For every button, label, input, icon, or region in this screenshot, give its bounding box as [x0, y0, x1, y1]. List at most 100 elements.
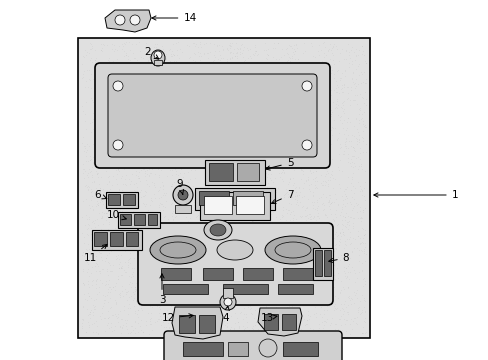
- Point: [116, 309, 123, 314]
- Point: [189, 104, 197, 110]
- Point: [337, 168, 345, 174]
- Point: [112, 244, 120, 250]
- Point: [201, 69, 208, 75]
- Point: [337, 233, 345, 239]
- Point: [135, 101, 143, 107]
- Point: [360, 232, 367, 238]
- Point: [288, 175, 296, 181]
- Point: [136, 282, 143, 288]
- Point: [88, 203, 96, 209]
- Point: [199, 275, 206, 281]
- Point: [97, 97, 104, 103]
- Point: [214, 159, 222, 165]
- Ellipse shape: [224, 298, 231, 306]
- Point: [243, 171, 250, 176]
- Point: [121, 41, 128, 46]
- Point: [212, 245, 220, 251]
- Point: [120, 307, 128, 312]
- Point: [280, 120, 287, 125]
- Point: [132, 149, 140, 155]
- Ellipse shape: [113, 81, 123, 91]
- Point: [127, 178, 135, 184]
- Point: [127, 323, 135, 329]
- Point: [259, 114, 267, 120]
- Point: [333, 326, 341, 332]
- Point: [273, 40, 281, 46]
- Point: [229, 325, 237, 331]
- Point: [171, 185, 179, 191]
- Point: [172, 142, 180, 148]
- Point: [313, 120, 321, 126]
- Point: [111, 191, 119, 197]
- Point: [204, 290, 212, 296]
- Point: [169, 217, 177, 223]
- Point: [165, 91, 173, 96]
- Point: [268, 283, 276, 289]
- Point: [353, 81, 361, 87]
- Point: [353, 63, 361, 69]
- Point: [142, 171, 150, 177]
- Point: [321, 111, 328, 117]
- Point: [113, 171, 121, 176]
- Point: [338, 70, 346, 76]
- Point: [142, 214, 149, 220]
- Point: [290, 81, 298, 86]
- Point: [342, 96, 350, 102]
- Point: [304, 176, 311, 182]
- Point: [356, 69, 364, 75]
- Point: [240, 77, 247, 83]
- Point: [343, 275, 350, 280]
- Point: [279, 286, 286, 292]
- Point: [318, 98, 325, 104]
- Point: [218, 312, 226, 318]
- Point: [299, 103, 306, 109]
- Point: [269, 329, 277, 334]
- Point: [237, 107, 245, 112]
- Point: [233, 208, 241, 214]
- Point: [232, 298, 240, 304]
- Point: [148, 71, 156, 77]
- Point: [318, 253, 326, 258]
- Point: [168, 59, 176, 64]
- Point: [113, 47, 121, 53]
- Point: [359, 207, 366, 213]
- Point: [332, 101, 340, 107]
- Point: [162, 141, 169, 147]
- Point: [209, 292, 217, 298]
- Point: [211, 188, 219, 194]
- Point: [360, 193, 367, 199]
- Point: [238, 172, 245, 178]
- Point: [182, 325, 190, 331]
- Point: [340, 73, 348, 78]
- Point: [167, 226, 175, 232]
- Point: [280, 311, 287, 316]
- Point: [194, 67, 202, 73]
- Bar: [120, 214, 131, 225]
- Point: [324, 292, 331, 298]
- Point: [248, 127, 256, 133]
- Point: [164, 147, 172, 152]
- Point: [301, 207, 309, 212]
- Point: [278, 204, 286, 210]
- Point: [109, 148, 117, 154]
- Point: [144, 294, 152, 300]
- Point: [349, 49, 357, 55]
- Point: [283, 164, 291, 170]
- Point: [184, 55, 192, 61]
- Point: [303, 204, 310, 210]
- Point: [290, 71, 298, 76]
- Point: [127, 265, 135, 271]
- Point: [144, 223, 152, 229]
- Point: [138, 72, 146, 78]
- Point: [250, 104, 258, 110]
- Point: [331, 85, 339, 91]
- Point: [260, 318, 267, 324]
- Point: [350, 147, 358, 152]
- Point: [197, 44, 204, 50]
- Point: [117, 162, 125, 168]
- Point: [127, 323, 135, 329]
- Point: [87, 189, 95, 195]
- Point: [213, 206, 221, 212]
- Point: [352, 76, 360, 81]
- Point: [239, 174, 246, 179]
